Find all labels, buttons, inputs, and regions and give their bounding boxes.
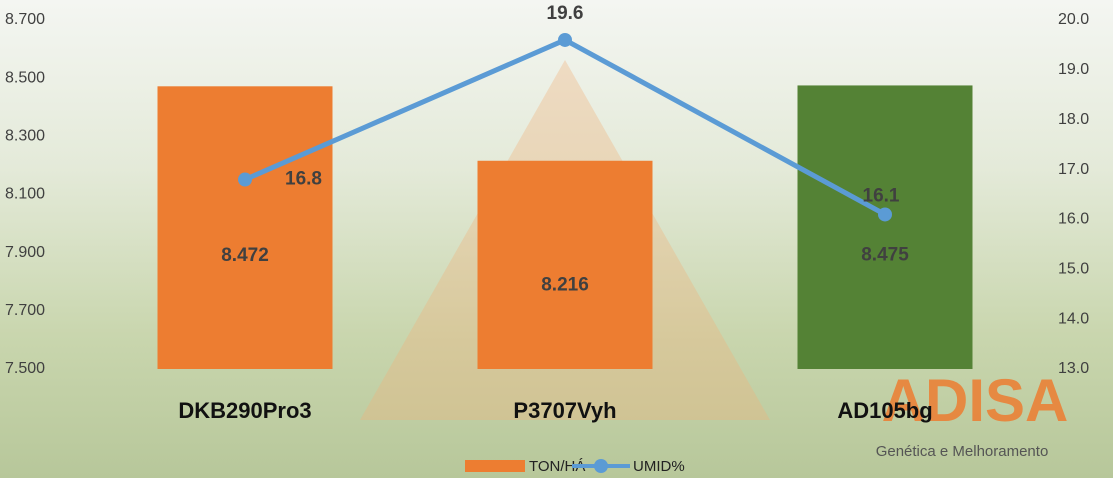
bar	[797, 85, 973, 369]
y2-tick-label: 17.0	[1058, 161, 1089, 178]
y-tick-label: 7.900	[5, 244, 45, 261]
legend-label: UMID%	[633, 458, 685, 475]
y-tick-label: 7.500	[5, 360, 45, 377]
legend-swatch	[594, 459, 608, 473]
y-tick-label: 8.300	[5, 128, 45, 145]
y-tick-label: 8.700	[5, 11, 45, 28]
y-tick-label: 8.100	[5, 186, 45, 203]
line-point	[878, 207, 892, 222]
y2-tick-label: 18.0	[1058, 111, 1089, 128]
y2-tick-label: 20.0	[1058, 11, 1089, 28]
y2-tick-label: 16.0	[1058, 211, 1089, 228]
bar	[157, 86, 333, 369]
logo: ADISA	[882, 367, 1069, 434]
data-label: 8.475	[861, 245, 909, 266]
legend-label: TON/HÁ	[529, 458, 585, 475]
bar	[477, 160, 653, 369]
y2-tick-label: 14.0	[1058, 310, 1089, 327]
x-tick-label: AD105bg	[837, 398, 932, 423]
y-tick-label: 7.700	[5, 302, 45, 319]
y2-tick-label: 13.0	[1058, 360, 1089, 377]
data-label: 8.472	[221, 245, 269, 266]
data-label: 16.8	[285, 169, 322, 190]
x-tick-label: P3707Vyh	[513, 398, 616, 423]
logo-subtitle: Genética e Melhoramento	[876, 443, 1049, 460]
y-tick-label: 8.500	[5, 69, 45, 86]
x-tick-label: DKB290Pro3	[178, 398, 311, 423]
data-label: 19.6	[547, 3, 584, 24]
line-point	[238, 172, 252, 187]
line-point	[558, 32, 572, 47]
data-label: 16.1	[863, 185, 900, 206]
data-label: 8.216	[541, 275, 589, 296]
y2-tick-label: 15.0	[1058, 261, 1089, 278]
y2-tick-label: 19.0	[1058, 61, 1089, 78]
legend-swatch	[465, 460, 525, 472]
